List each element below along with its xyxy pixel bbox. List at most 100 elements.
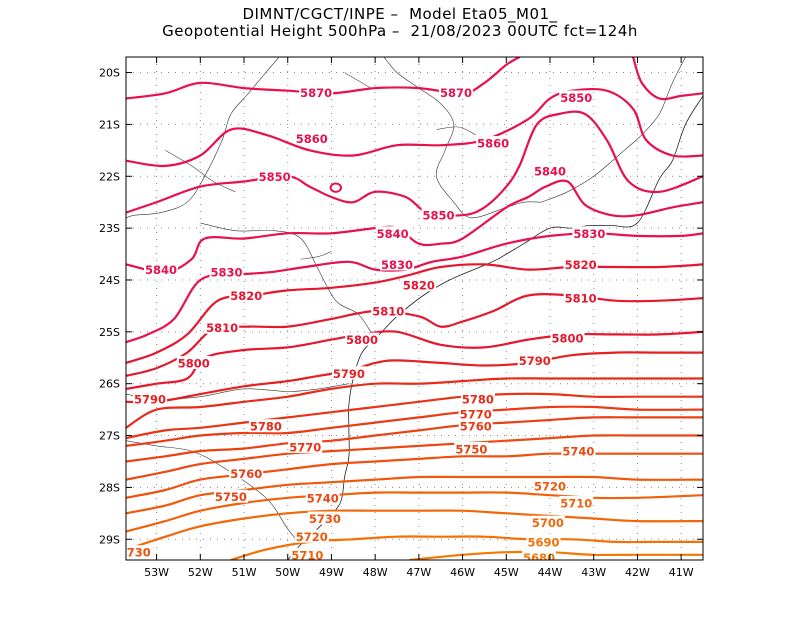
contour-label: 5730 (119, 546, 151, 560)
y-tick-label: 25S (99, 326, 120, 339)
x-tick-label: 43W (581, 566, 606, 579)
y-tick-label: 29S (99, 533, 120, 546)
chart-title: DIMNT/CGCT/INPE – Model Eta05_M01_ Geopo… (0, 6, 800, 40)
y-tick-label: 26S (99, 378, 120, 391)
contour-line-5840 (126, 179, 703, 274)
title-line-1: DIMNT/CGCT/INPE – Model Eta05_M01_ (242, 5, 558, 23)
contour-label-background (572, 226, 607, 240)
y-tick-label: 20S (99, 67, 120, 80)
contour-line-5700 (126, 509, 703, 551)
title-line-2: Geopotential Height 500hPa – 21/08/2023 … (162, 22, 638, 40)
contour-line-5740 (126, 434, 703, 481)
contour-label: 5810 (372, 305, 404, 319)
contour-label-background (213, 489, 248, 503)
contour-label: 5810 (206, 321, 238, 335)
contour-label: 5770 (289, 440, 321, 454)
contour-label-background (305, 490, 340, 504)
contour-labels: 5870 5870 5850 5860 5860 5850 5840 5850 5840 5830… (119, 85, 607, 562)
contour-line-5710 (126, 491, 703, 533)
contour-label-background (559, 495, 594, 509)
state-border (541, 57, 686, 203)
contour-label: 5710 (291, 548, 323, 562)
contour-label: 5820 (403, 279, 435, 293)
x-tick-label: 42W (625, 566, 650, 579)
contour-label: 5850 (560, 91, 592, 105)
contour-label-background (530, 515, 565, 529)
contour-label: 5860 (296, 132, 328, 146)
y-tick-label: 27S (99, 430, 120, 443)
contour-label-background (460, 392, 495, 406)
contour-line-5760 (126, 405, 703, 447)
contour-label: 5740 (562, 445, 594, 459)
contour-label-background (133, 392, 168, 406)
contour-label-background (401, 278, 436, 292)
river-reservoir (344, 72, 371, 89)
contour-label-background (143, 262, 178, 276)
state-border (200, 222, 372, 332)
contour-label: 5840 (377, 227, 409, 241)
contour-label-background (421, 208, 456, 222)
contour-label: 5690 (527, 535, 559, 549)
y-tick-label: 24S (99, 274, 120, 287)
contour-label: 5820 (230, 289, 262, 303)
x-tick-label: 52W (188, 566, 213, 579)
contour-label: 5790 (134, 393, 166, 407)
x-tick-label: 51W (232, 566, 257, 579)
contour-label-background (563, 291, 598, 305)
x-tick-label: 44W (538, 566, 563, 579)
contour-label: 5830 (211, 266, 243, 280)
contour-label-background (209, 265, 244, 279)
contour-line-5720 (126, 475, 703, 515)
y-tick-label: 28S (99, 481, 120, 494)
contour-label-background (559, 90, 594, 104)
plot-background (126, 57, 703, 560)
plot-frame (125, 56, 704, 561)
contour-label-background (371, 304, 406, 318)
contour-label: 5750 (455, 443, 487, 457)
contour-label-background (380, 257, 415, 271)
contour-label-background (375, 226, 410, 240)
x-tick-label: 45W (494, 566, 519, 579)
contour-label-background (526, 534, 561, 548)
contour-label-background (288, 439, 323, 453)
state-border (126, 57, 280, 219)
closed-contour-5850 (329, 182, 343, 193)
contour-label-background (458, 419, 493, 433)
contour-line-5780 (126, 377, 703, 429)
contour-line-5870 (126, 57, 521, 100)
contour-label-background (290, 547, 325, 560)
x-tick-label: 50W (275, 566, 300, 579)
contour-label: 5790 (519, 354, 551, 368)
contour-label-background (561, 444, 596, 458)
contour-label: 5850 (423, 209, 455, 223)
contour-label: 5870 (440, 86, 472, 100)
contour-label-background (229, 288, 264, 302)
contour-label: 5850 (259, 170, 291, 184)
contour-label: 5780 (250, 420, 282, 434)
contour-label: 5740 (307, 491, 339, 505)
x-tick-label: 41W (669, 566, 694, 579)
x-tick-label: 47W (406, 566, 431, 579)
contour-label: 5860 (477, 137, 509, 151)
contour-label: 5800 (551, 332, 583, 346)
contour-label: 5710 (560, 496, 592, 510)
contour-label-background (299, 85, 334, 99)
contour-label: 5720 (534, 479, 566, 493)
contour-label: 5800 (178, 356, 210, 370)
contour-label: 5780 (462, 393, 494, 407)
contour-label: 5810 (565, 292, 597, 306)
contour-label-background (176, 355, 211, 369)
x-tick-label: 48W (363, 566, 388, 579)
contour-label: 5750 (215, 490, 247, 504)
contour-line-5860 (126, 87, 703, 168)
contour-label: 5760 (460, 420, 492, 434)
x-tick-label: 46W (450, 566, 475, 579)
contour-line-5870 (632, 57, 703, 101)
x-tick-label: 53W (144, 566, 169, 579)
contour-line-5790 (126, 351, 703, 404)
contour-label-background (454, 442, 489, 456)
contour-label-background (476, 136, 511, 150)
contour-label-background (257, 169, 292, 183)
contour-label: 5820 (565, 258, 597, 272)
contour-label-background (126, 545, 152, 559)
